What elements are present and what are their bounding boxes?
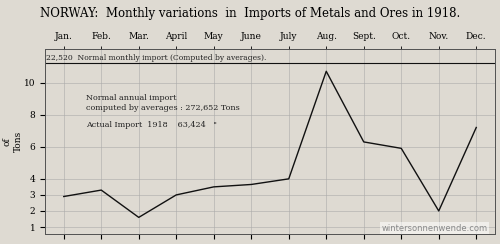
- Text: NORWAY:  Monthly variations  in  Imports of Metals and Ores in 1918.: NORWAY: Monthly variations in Imports of…: [40, 7, 460, 20]
- Text: Normal annual import
computed by averages : 272,652 Tons: Normal annual import computed by average…: [86, 94, 240, 112]
- Text: Actual Import  1918    63,424   ": Actual Import 1918 63,424 ": [86, 121, 217, 129]
- Text: 22,520  Normal monthly import (Computed by averages).: 22,520 Normal monthly import (Computed b…: [46, 54, 266, 62]
- Text: wintersonnenwende.com: wintersonnenwende.com: [382, 224, 488, 233]
- Y-axis label: Thousands
of
Tons: Thousands of Tons: [0, 117, 22, 166]
